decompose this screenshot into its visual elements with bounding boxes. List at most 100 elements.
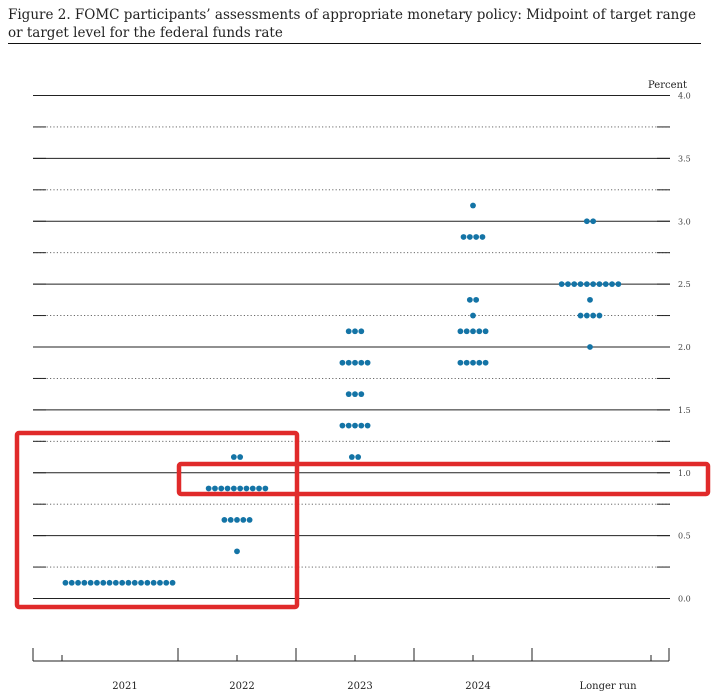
participant-dot — [364, 359, 371, 366]
participant-dot — [339, 359, 346, 366]
grid-layer — [33, 95, 670, 599]
participant-dot — [587, 296, 593, 303]
participant-dot — [583, 281, 590, 288]
participant-dot — [144, 579, 151, 586]
participant-dot — [339, 422, 346, 429]
participant-dot — [358, 422, 365, 429]
participant-dot — [482, 359, 489, 366]
y-tick-label: 4.0 — [678, 92, 691, 101]
participant-dot — [221, 517, 228, 523]
participant-dot — [590, 312, 597, 319]
participant-dot — [345, 422, 352, 429]
participant-dot — [457, 359, 464, 366]
participant-dot — [348, 454, 355, 460]
y-tick-label: 0.0 — [678, 595, 691, 604]
participant-dot — [457, 328, 464, 335]
y-tick-label: 1.5 — [678, 406, 691, 415]
participant-dot — [473, 296, 480, 303]
participant-dot — [94, 579, 100, 586]
participant-dot — [590, 218, 597, 225]
participant-dot — [106, 579, 113, 586]
participant-dot — [602, 281, 609, 288]
participant-dot — [138, 579, 144, 586]
participant-dot — [558, 281, 565, 288]
x-tick-label: 2022 — [229, 681, 254, 692]
participant-dot — [479, 234, 486, 240]
participant-dot — [345, 328, 352, 335]
participant-dot — [112, 579, 119, 586]
participant-dot — [212, 485, 218, 492]
participant-dot — [262, 485, 269, 492]
participant-dot — [150, 579, 157, 586]
dot-layer — [62, 202, 622, 586]
participant-dot — [470, 202, 476, 209]
y-tick-label: 1.0 — [678, 469, 691, 478]
x-tick-label: 2023 — [347, 681, 372, 692]
y-tick-label: 3.5 — [678, 154, 691, 163]
participant-dot — [463, 328, 470, 335]
y-axis-unit-label: Percent — [648, 80, 687, 91]
participant-dot — [119, 579, 126, 586]
participant-dot — [583, 218, 590, 225]
participant-dot — [237, 454, 244, 460]
participant-dot — [163, 579, 170, 586]
participant-dot — [615, 281, 622, 288]
participant-dot — [352, 391, 358, 398]
participant-dot — [565, 281, 571, 288]
participant-dot — [243, 485, 250, 492]
participant-dot — [157, 579, 163, 586]
participant-dot — [577, 312, 584, 319]
participant-dot — [131, 579, 138, 586]
participant-dot — [476, 359, 483, 366]
x-tick-label: 2021 — [112, 681, 137, 692]
participant-dot — [571, 281, 578, 288]
participant-dot — [230, 454, 237, 460]
participant-dot — [470, 312, 476, 319]
participant-dot — [460, 234, 467, 240]
x-tick-label: 2024 — [465, 681, 490, 692]
participant-dot — [583, 312, 590, 319]
participant-dot — [227, 517, 234, 523]
highlight-annotations — [14, 430, 711, 610]
participant-dot — [358, 391, 365, 398]
participant-dot — [256, 485, 262, 492]
participant-dot — [218, 485, 225, 492]
participant-dot — [246, 517, 253, 523]
participant-dot — [466, 296, 473, 303]
participant-dot — [100, 579, 107, 586]
x-axis: 2021 2022 2023 2024 Longer run — [32, 648, 670, 692]
participant-dot — [590, 281, 597, 288]
participant-dot — [609, 281, 615, 288]
participant-dot — [596, 312, 603, 319]
participant-dot — [249, 485, 256, 492]
participant-dot — [482, 328, 489, 335]
participant-dot — [169, 579, 176, 586]
participant-dot — [577, 281, 584, 288]
participant-dot — [358, 359, 365, 366]
participant-dot — [352, 422, 358, 429]
participant-dot — [466, 234, 473, 240]
y-tick-label: 2.0 — [678, 343, 691, 352]
x-tick-label: Longer run — [579, 681, 637, 692]
participant-dot — [345, 359, 352, 366]
highlight-box-2021-2022 — [14, 430, 300, 610]
participant-dot — [81, 579, 88, 586]
figure-caption: Figure 2. FOMC participants’ assessments… — [8, 7, 696, 41]
y-tick-label: 0.5 — [678, 532, 691, 541]
participant-dot — [125, 579, 132, 586]
participant-dot — [75, 579, 81, 586]
participant-dot — [234, 548, 240, 555]
participant-dot — [68, 579, 75, 586]
participant-dot — [355, 454, 362, 460]
participant-dot — [476, 328, 483, 335]
participant-dot — [364, 422, 371, 429]
participant-dot — [345, 391, 352, 398]
participant-dot — [463, 359, 470, 366]
participant-dot — [230, 485, 237, 492]
y-tick-labels: 0.0 0.5 1.0 1.5 2.0 2.5 3.0 3.5 4.0 — [678, 92, 691, 604]
participant-dot — [470, 328, 476, 335]
participant-dot — [470, 359, 476, 366]
highlight-box-one-percent — [176, 461, 711, 497]
participant-dot — [352, 328, 358, 335]
